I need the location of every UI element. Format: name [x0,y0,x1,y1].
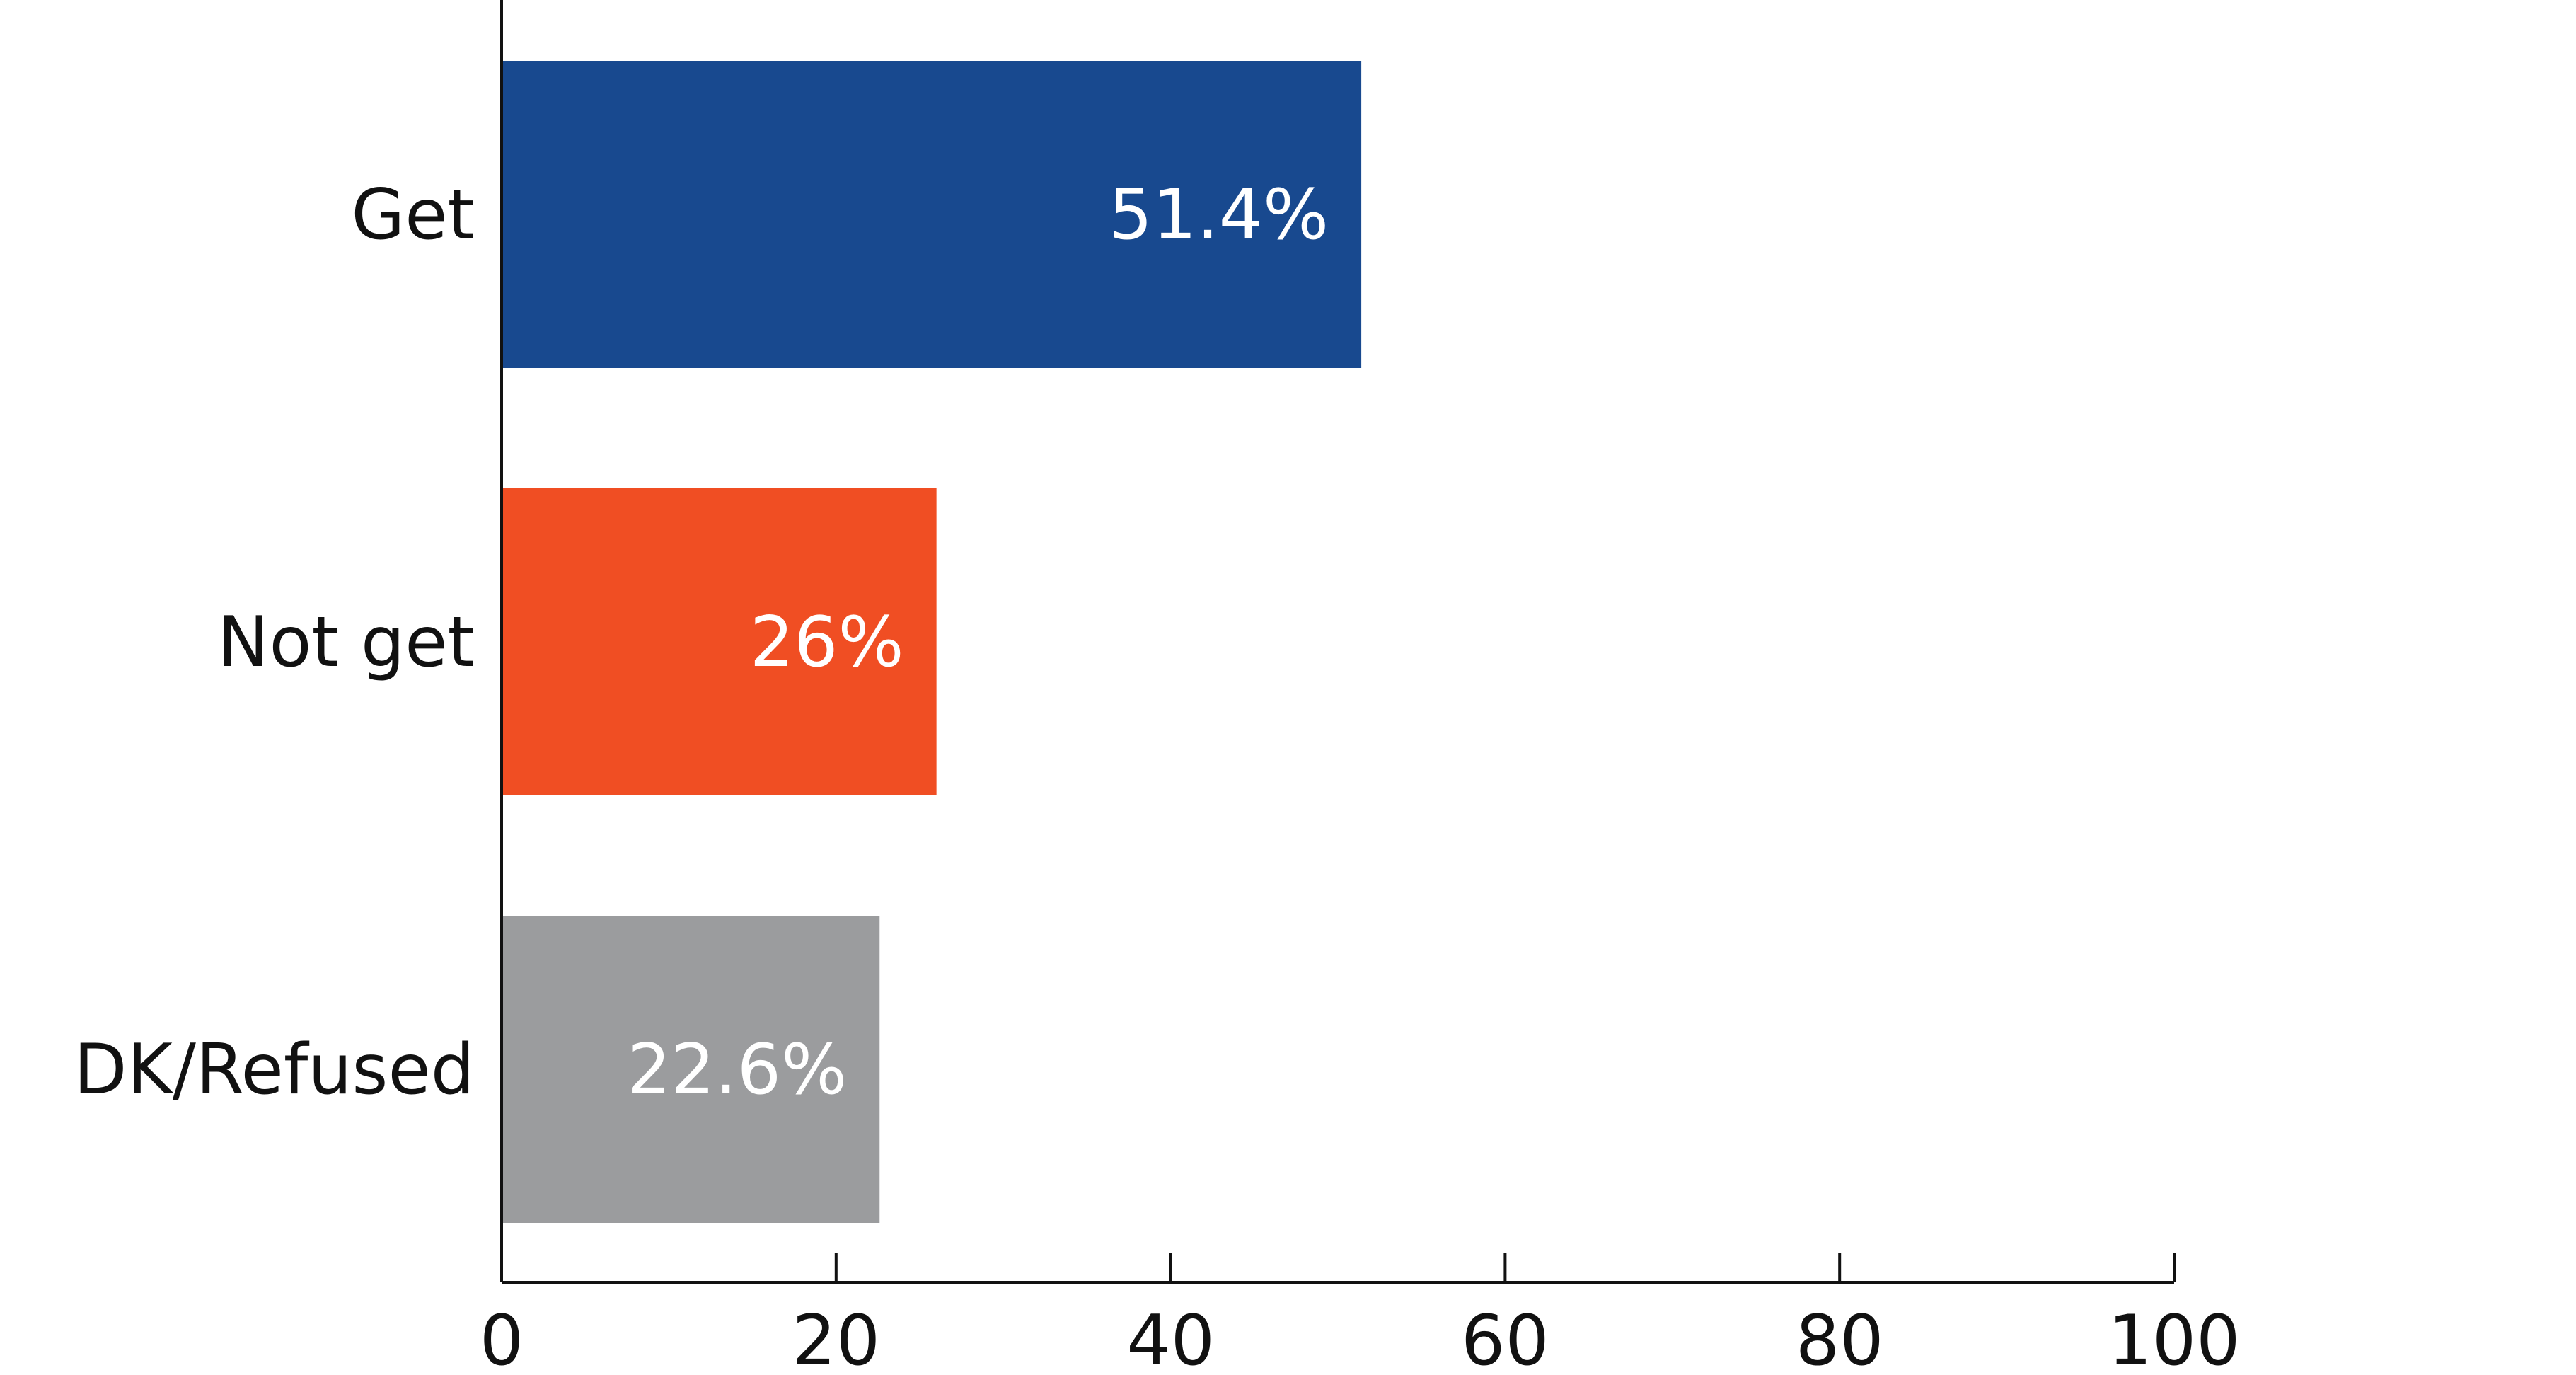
category-label-get: Get [351,175,475,255]
x-tick-label-20: 20 [792,1301,880,1375]
category-label-dk-refused: DK/Refused [74,1030,475,1110]
category-label-not-get: Not get [217,602,475,683]
bar-dk-refused [502,916,880,1223]
x-tick-label-100: 100 [2108,1301,2240,1375]
x-tick-label-40: 40 [1126,1301,1215,1375]
ticks-layer: 0 20 40 60 80 100 [480,1253,2241,1375]
bar-get [502,61,1362,368]
x-tick-label-0: 0 [480,1301,524,1375]
bar-not-get [502,488,937,795]
labels-layer: 51.4% Get 26% Not get 22.6% DK/Refused [74,175,1329,1110]
value-label-dk-refused: 22.6% [627,1030,847,1110]
axis-layer [500,0,2174,1284]
value-label-not-get: 26% [750,602,904,683]
value-label-get: 51.4% [1109,175,1329,255]
bars-layer [502,61,1362,1223]
x-tick-label-80: 80 [1796,1301,1884,1375]
x-tick-label-60: 60 [1461,1301,1549,1375]
